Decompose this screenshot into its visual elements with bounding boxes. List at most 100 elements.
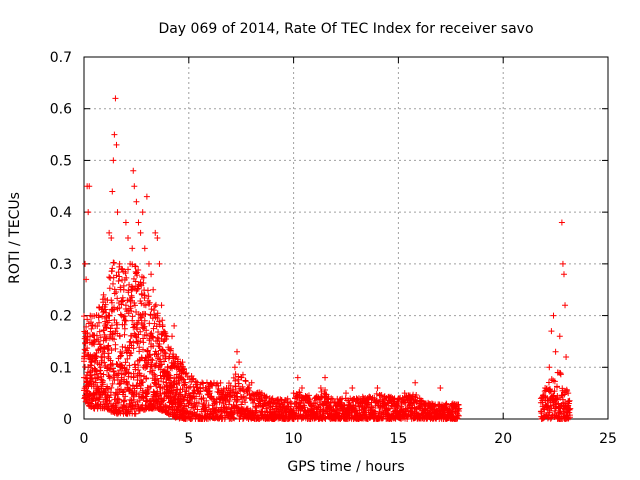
data-point	[188, 394, 195, 401]
data-point	[122, 219, 129, 226]
data-point	[298, 384, 305, 391]
data-point	[150, 286, 157, 293]
data-point	[131, 330, 138, 337]
data-point	[111, 259, 118, 266]
data-point	[145, 260, 152, 267]
data-point	[84, 345, 91, 352]
data-point	[139, 209, 146, 216]
data-point	[236, 359, 243, 366]
data-point	[99, 381, 106, 388]
data-point	[130, 339, 137, 346]
data-point	[242, 399, 249, 406]
data-point	[140, 339, 147, 346]
data-point	[412, 379, 419, 386]
data-point	[234, 390, 241, 397]
data-point	[294, 374, 301, 381]
data-point	[115, 278, 122, 285]
data-point	[106, 375, 113, 382]
data-point	[122, 317, 129, 324]
data-point	[86, 183, 93, 190]
data-point	[108, 235, 115, 241]
data-point	[147, 312, 154, 319]
data-point	[149, 357, 156, 364]
data-point	[143, 375, 150, 382]
data-point	[158, 302, 165, 309]
data-point	[122, 270, 129, 277]
data-point	[191, 400, 198, 407]
x-tick-label: 15	[389, 431, 407, 447]
data-point	[144, 347, 151, 354]
data-point	[89, 374, 96, 381]
data-point	[151, 303, 158, 310]
data-point	[112, 345, 119, 352]
data-point	[101, 359, 108, 366]
data-point	[83, 276, 90, 283]
data-point	[148, 330, 155, 337]
data-point	[99, 313, 106, 320]
data-point	[121, 331, 128, 338]
data-point	[87, 312, 94, 319]
data-point	[155, 350, 162, 357]
data-point	[111, 131, 118, 138]
data-point	[563, 353, 570, 360]
data-point	[455, 401, 462, 408]
data-point	[129, 286, 136, 293]
y-tick-label: 0.1	[50, 360, 72, 376]
data-point	[111, 306, 118, 313]
data-point	[140, 274, 147, 281]
x-tick-label: 20	[494, 431, 512, 447]
data-point	[88, 400, 95, 407]
data-point	[160, 338, 167, 345]
data-point	[142, 302, 149, 309]
data-point	[96, 319, 103, 326]
data-point	[114, 391, 121, 398]
data-point	[373, 390, 380, 397]
data-point	[231, 364, 238, 371]
data-point	[359, 400, 366, 407]
data-point	[288, 400, 295, 407]
data-point	[220, 386, 227, 393]
data-point	[105, 345, 112, 352]
data-point	[353, 395, 360, 402]
data-point	[104, 346, 111, 353]
data-point	[206, 388, 213, 395]
data-point	[156, 260, 163, 267]
data-point	[146, 299, 153, 306]
data-point	[566, 406, 573, 413]
data-point	[186, 399, 193, 406]
data-point	[130, 374, 137, 381]
data-point	[82, 260, 89, 267]
data-point	[113, 141, 120, 148]
data-point	[181, 379, 188, 386]
data-point	[126, 362, 133, 369]
data-point	[98, 376, 105, 383]
data-point	[166, 374, 173, 381]
data-point	[556, 333, 563, 340]
data-point	[178, 400, 185, 407]
data-point	[542, 384, 549, 391]
data-point	[197, 388, 204, 395]
data-point	[558, 219, 565, 226]
x-tick-label: 25	[599, 431, 617, 447]
data-point	[222, 414, 229, 421]
data-point	[159, 398, 166, 405]
data-point	[116, 273, 123, 280]
data-point	[263, 405, 270, 412]
data-point	[551, 378, 558, 385]
data-point	[229, 411, 236, 418]
data-point	[552, 407, 559, 414]
data-point	[115, 269, 122, 276]
data-point	[143, 193, 150, 200]
y-tick-label: 0.7	[50, 50, 72, 66]
data-point	[137, 338, 144, 345]
data-point	[192, 378, 199, 385]
data-point	[114, 209, 121, 216]
data-point	[349, 384, 356, 391]
data-point	[566, 397, 573, 404]
data-point	[137, 229, 144, 236]
data-point	[133, 382, 140, 389]
data-point	[81, 374, 87, 381]
data-point	[171, 360, 178, 367]
data-point	[130, 167, 137, 174]
data-point	[154, 310, 161, 317]
